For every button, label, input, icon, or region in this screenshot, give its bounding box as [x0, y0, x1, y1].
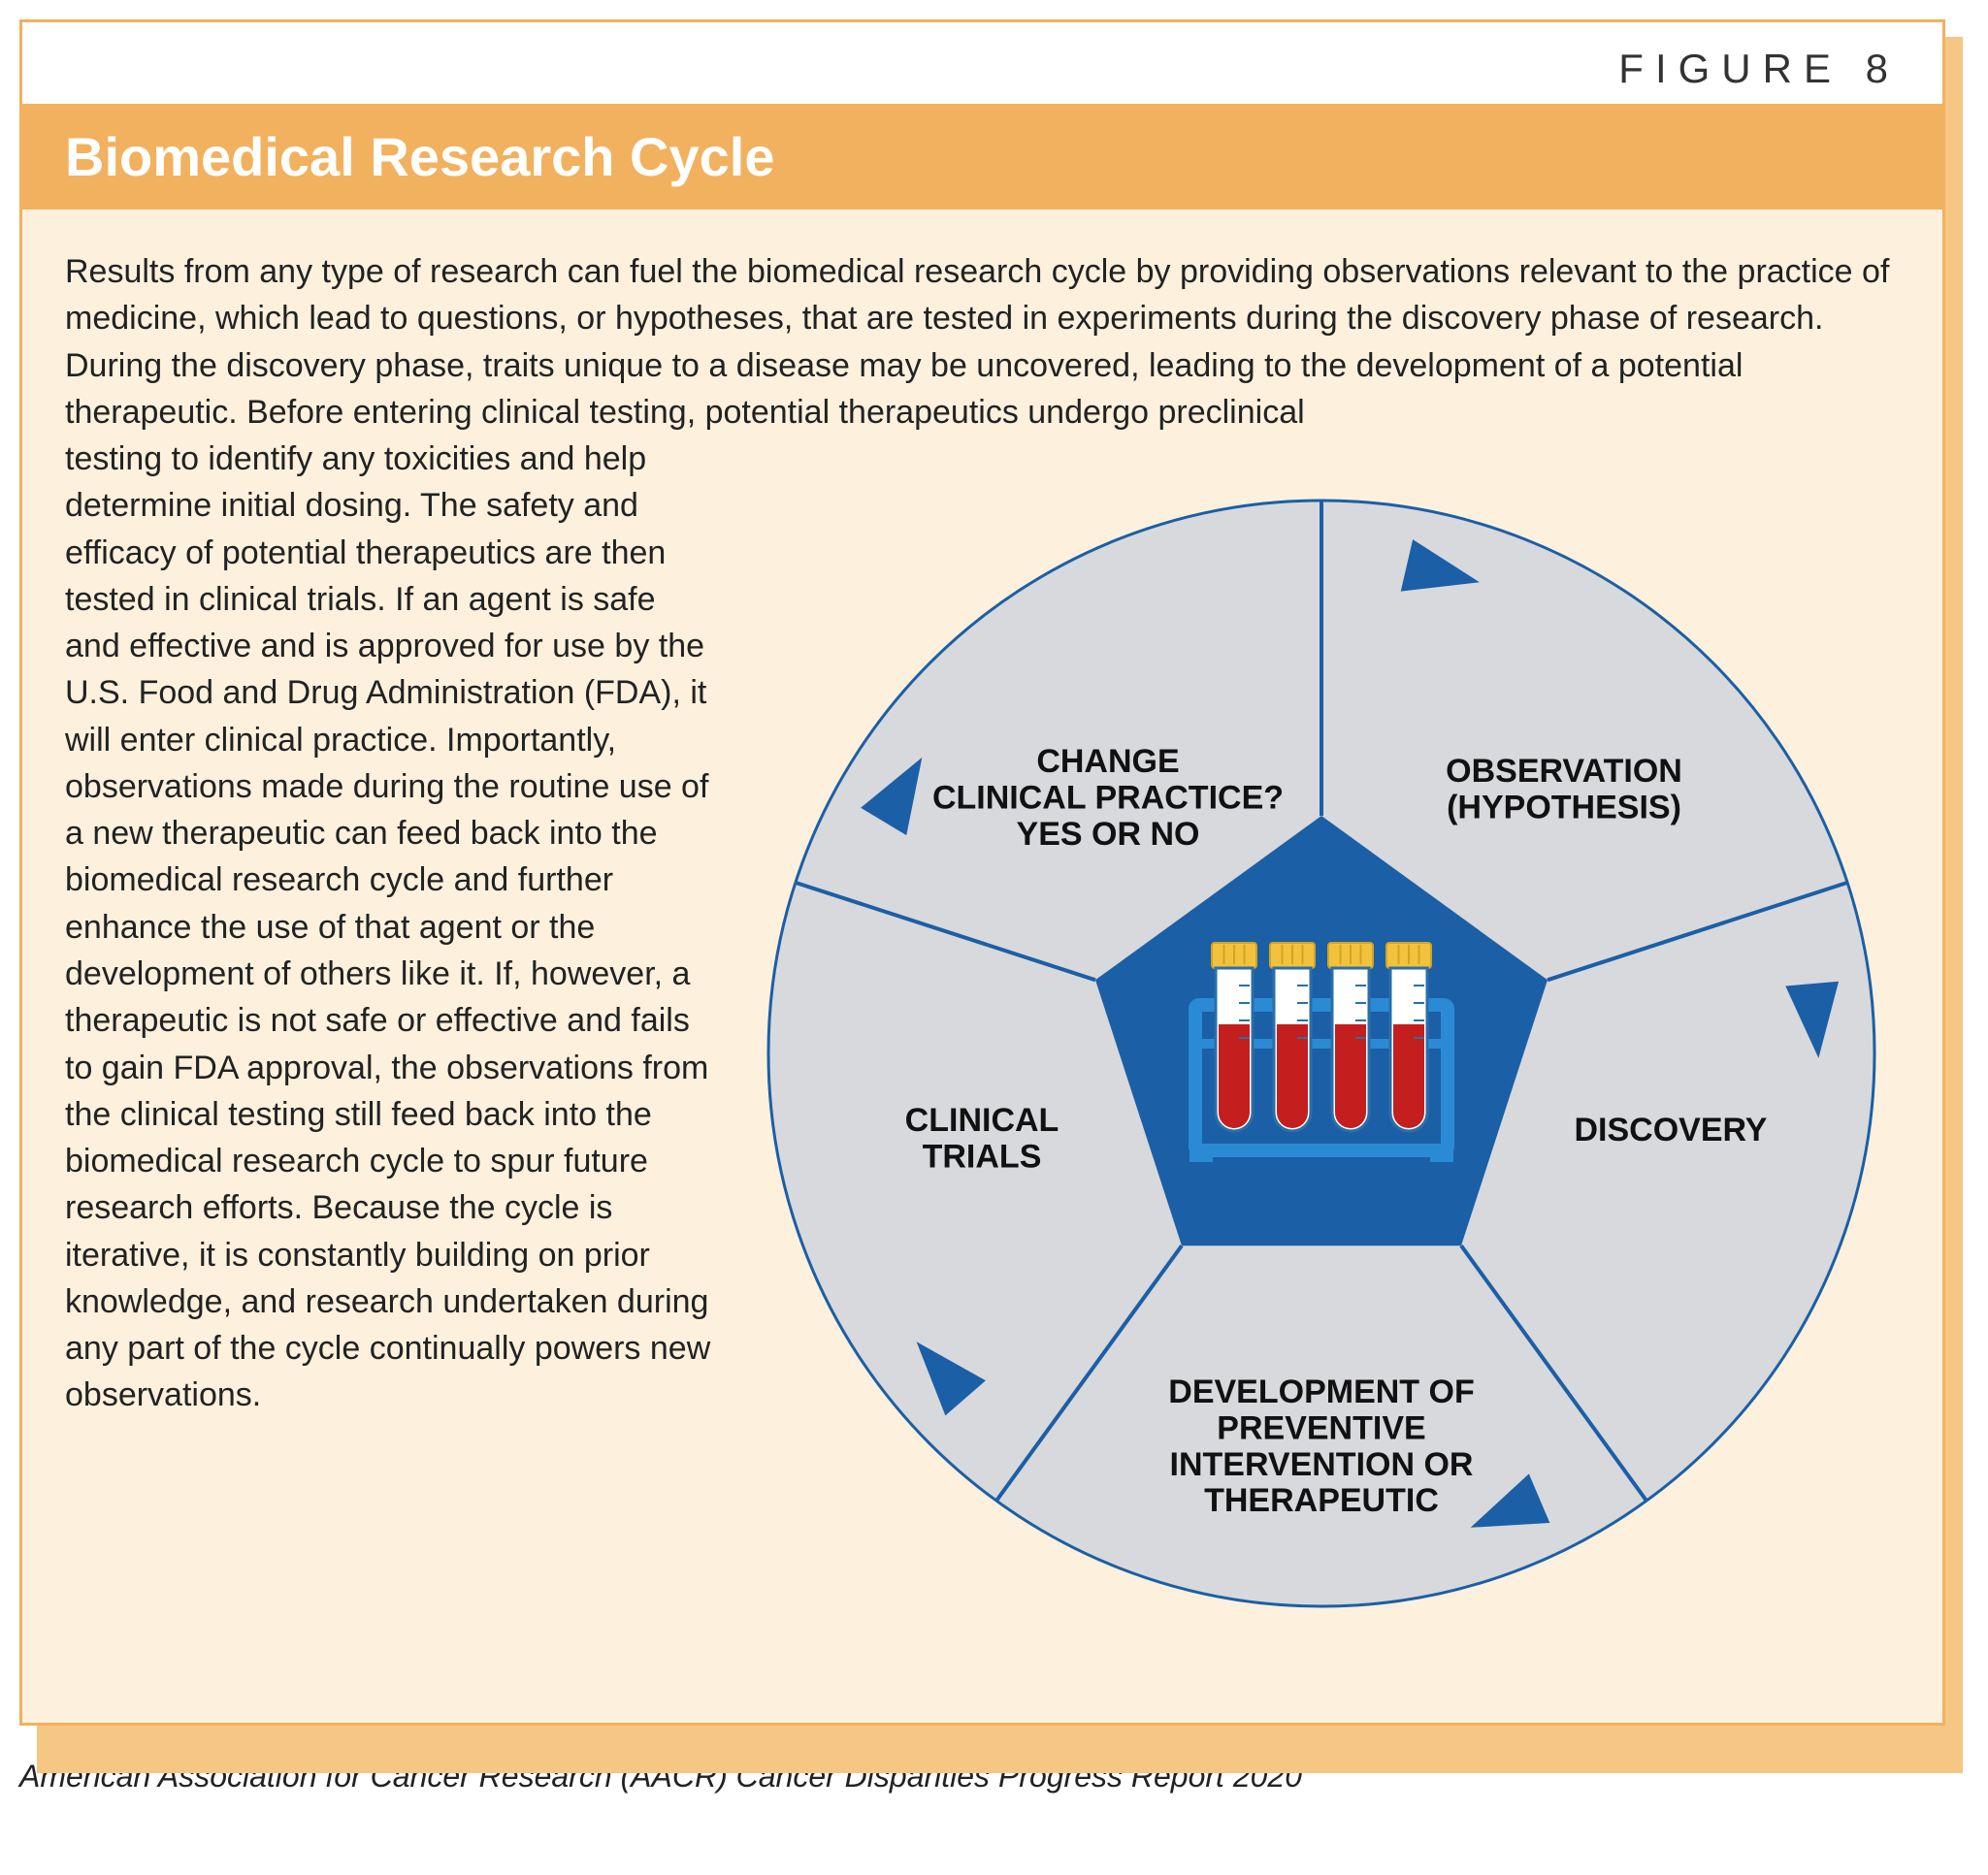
figure-box: FIGURE 8 Biomedical Research Cycle Resul…: [19, 19, 1945, 1726]
cycle-diagram: CHANGECLINICAL PRACTICE?YES OR NOOBSERVA…: [739, 471, 1904, 1635]
body-text-wide: Results from any type of research can fu…: [65, 248, 1900, 436]
cycle-label-development: DEVELOPMENT OFPREVENTIVEINTERVENTION ORT…: [1168, 1374, 1474, 1519]
figure-header: FIGURE 8: [22, 22, 1942, 104]
title-bar: Biomedical Research Cycle: [22, 104, 1942, 210]
cycle-label-discovery: DISCOVERY: [1574, 1112, 1767, 1148]
figure-container: FIGURE 8 Biomedical Research Cycle Resul…: [19, 19, 1969, 1794]
cycle-label-observation: OBSERVATION(HYPOTHESIS): [1446, 753, 1682, 825]
cycle-label-trials: CLINICALTRIALS: [905, 1102, 1059, 1175]
figure-number: FIGURE 8: [1618, 46, 1900, 91]
figure-title: Biomedical Research Cycle: [65, 126, 774, 187]
body-text-narrow: testing to identify any toxicities and h…: [65, 436, 715, 1419]
figure-body: Results from any type of research can fu…: [22, 210, 1942, 1723]
